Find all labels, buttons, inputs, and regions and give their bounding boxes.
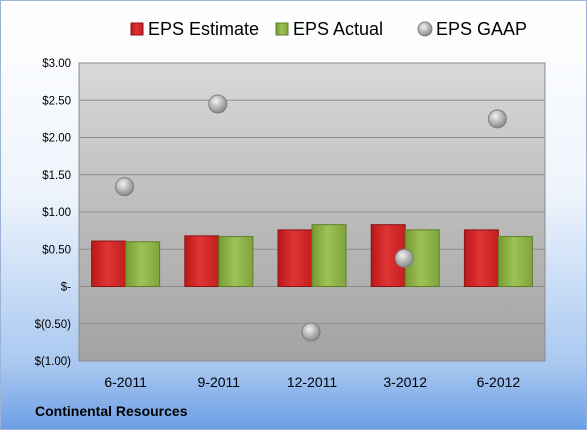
eps-actual-bar (125, 241, 161, 288)
eps-gaap-point (394, 248, 414, 268)
y-axis-ticks: $3.00 $2.50 $2.00 $1.50 $1.00 $0.50 $- $(0.50) $… (35, 58, 72, 368)
legend: EPS Estimate EPS Actual EPS GAAP (130, 19, 527, 39)
eps-actual-bar (311, 224, 347, 287)
eps-gaap-point (301, 322, 321, 342)
legend-swatch-gaap (417, 21, 433, 37)
eps-estimate-bar (463, 229, 499, 288)
y-tick-label: $3.00 (42, 58, 71, 70)
x-axis-ticks: 6-2011 9-2011 12-2011 3-2012 6-2012 (104, 374, 520, 390)
eps-estimate-bar (277, 229, 313, 288)
x-tick-label: 3-2012 (383, 374, 427, 390)
eps-gaap-point (115, 177, 135, 197)
y-tick-label: $0.50 (42, 244, 71, 256)
legend-label: EPS Actual (293, 19, 383, 39)
y-tick-label: $(1.00) (35, 356, 72, 368)
y-tick-label: $- (61, 282, 71, 294)
legend-label: EPS Estimate (148, 19, 259, 39)
legend-swatch-estimate (130, 22, 144, 36)
y-tick-label: $2.50 (42, 95, 71, 107)
company-name: Continental Resources (35, 403, 188, 419)
eps-estimate-bar (184, 235, 220, 287)
x-tick-label: 6-2011 (104, 374, 147, 390)
gaap-points (115, 94, 507, 342)
eps-estimate-bar (91, 240, 127, 287)
eps-gaap-point (487, 109, 507, 129)
x-tick-label: 6-2012 (477, 374, 521, 390)
y-tick-label: $(0.50) (35, 319, 72, 331)
eps-gaap-point (208, 94, 228, 114)
x-tick-label: 12-2011 (287, 374, 338, 390)
eps-actual-bar (497, 236, 533, 288)
y-tick-label: $2.00 (42, 133, 71, 145)
y-tick-label: $1.00 (42, 207, 71, 219)
legend-label: EPS GAAP (436, 19, 527, 39)
x-tick-label: 9-2011 (198, 374, 241, 390)
y-tick-label: $1.50 (42, 170, 71, 182)
bars (91, 224, 533, 288)
eps-actual-bar (218, 236, 254, 288)
legend-swatch-actual (275, 22, 289, 36)
